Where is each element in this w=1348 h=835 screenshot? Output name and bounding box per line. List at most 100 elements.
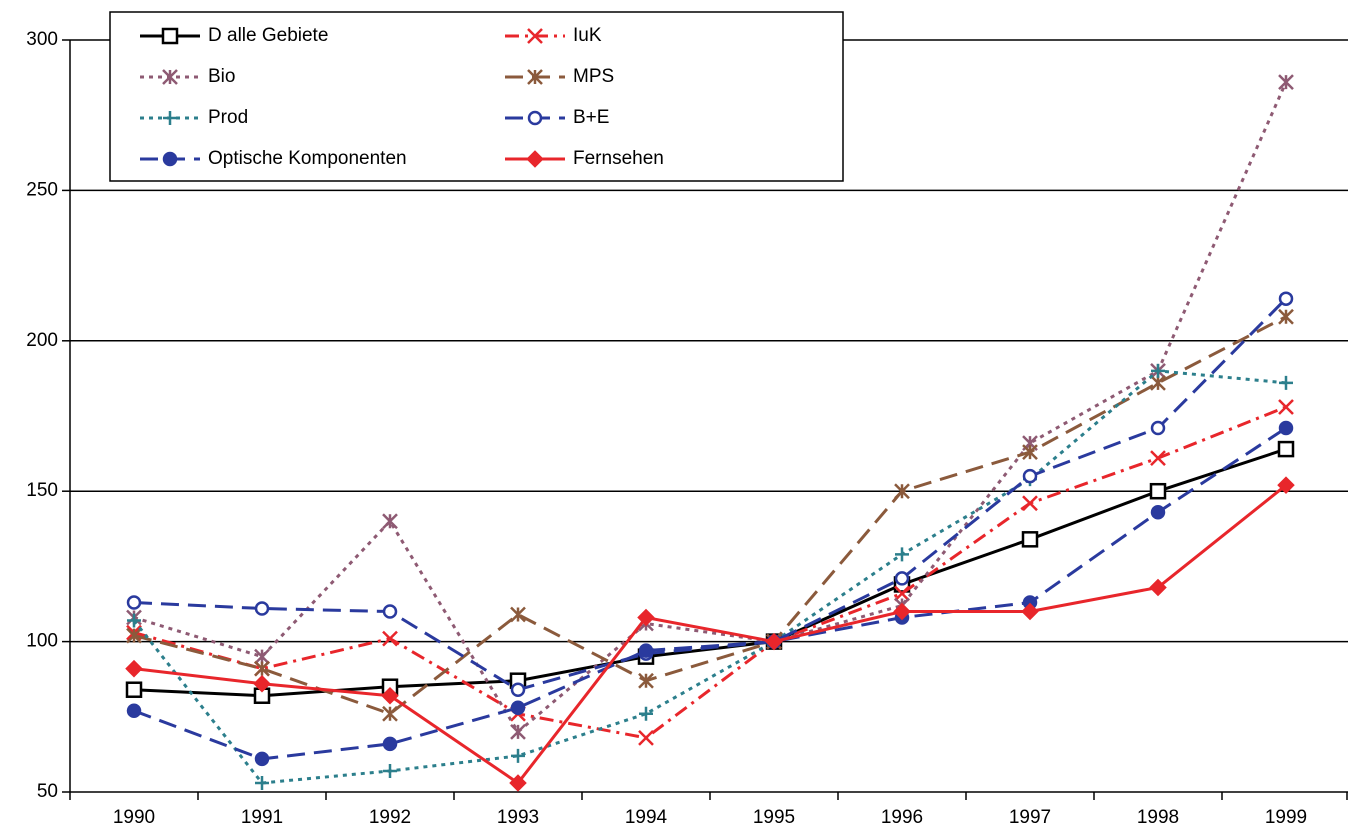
- series: [125, 476, 1295, 792]
- series: [126, 420, 1294, 767]
- x-tick-label: 1993: [497, 807, 539, 828]
- legend-label: MPS: [573, 66, 614, 87]
- marker: [526, 150, 544, 168]
- legend-label: Optische Komponenten: [208, 148, 407, 169]
- marker: [509, 774, 527, 792]
- x-tick-label: 1994: [625, 807, 668, 828]
- marker: [1279, 375, 1293, 390]
- marker: [1150, 375, 1166, 391]
- marker: [125, 681, 143, 698]
- x-tick-label: 1991: [241, 807, 283, 828]
- x-tick-label: 1995: [753, 807, 795, 828]
- marker: [161, 27, 179, 45]
- marker: [1151, 363, 1165, 378]
- marker: [895, 547, 909, 562]
- marker: [638, 672, 654, 689]
- marker: [527, 69, 543, 85]
- y-tick-label: 100: [26, 631, 58, 652]
- legend-label: Bio: [208, 66, 235, 87]
- legend-label: Fernsehen: [573, 148, 664, 169]
- marker: [1149, 578, 1167, 597]
- marker: [1278, 308, 1294, 325]
- legend-label: IuK: [573, 25, 602, 46]
- marker: [510, 723, 526, 740]
- x-tick-label: 1992: [369, 807, 411, 828]
- marker: [126, 595, 142, 610]
- series-line: [133, 405, 1287, 740]
- x-tick-label: 1998: [1137, 807, 1179, 828]
- marker: [382, 513, 398, 530]
- series-line: [133, 81, 1288, 735]
- marker: [1278, 74, 1294, 90]
- series-line: [132, 369, 1287, 785]
- marker: [1278, 399, 1294, 415]
- marker: [527, 28, 543, 44]
- marker: [1149, 482, 1167, 500]
- marker: [254, 601, 270, 616]
- series-line: [133, 426, 1287, 761]
- marker: [1278, 420, 1294, 436]
- y-tick-label: 250: [26, 179, 58, 200]
- marker: [382, 630, 398, 647]
- marker: [510, 606, 526, 623]
- marker: [254, 660, 270, 677]
- marker: [1022, 444, 1038, 460]
- marker: [1277, 476, 1295, 494]
- legend-label: Prod: [208, 107, 248, 128]
- x-tick-label: 1996: [881, 807, 923, 828]
- y-tick-label: 300: [26, 29, 58, 50]
- marker: [253, 674, 271, 693]
- series: [126, 291, 1294, 697]
- marker: [381, 686, 399, 705]
- marker: [254, 751, 270, 767]
- marker: [894, 571, 910, 586]
- y-tick-label: 200: [26, 330, 58, 351]
- x-tick-label: 1997: [1009, 807, 1051, 828]
- marker: [894, 483, 910, 500]
- marker: [125, 659, 143, 678]
- x-tick-label: 1990: [113, 807, 155, 828]
- legend: D alle Gebiete IuK Bio MPS Prod B+E Optische K…: [109, 11, 844, 182]
- legend-box: [109, 11, 844, 182]
- marker: [527, 110, 543, 126]
- marker: [126, 627, 142, 644]
- marker: [383, 763, 397, 778]
- marker: [162, 69, 178, 85]
- marker: [162, 151, 178, 167]
- marker: [163, 111, 177, 125]
- marker: [510, 682, 526, 697]
- marker: [637, 608, 655, 627]
- marker: [893, 602, 911, 621]
- marker: [126, 703, 142, 719]
- marker: [510, 700, 526, 716]
- marker: [639, 706, 653, 721]
- y-tick-label: 150: [26, 480, 58, 501]
- series-line: [133, 484, 1287, 786]
- marker: [382, 604, 398, 619]
- marker: [511, 748, 525, 763]
- x-tick-label: 1999: [1265, 807, 1307, 828]
- y-tick-label: 50: [37, 781, 58, 802]
- marker: [638, 729, 654, 746]
- marker: [1150, 505, 1166, 520]
- marker: [894, 585, 910, 602]
- marker: [254, 648, 270, 665]
- marker: [1277, 440, 1295, 458]
- marker: [1021, 531, 1039, 548]
- legend-label: B+E: [573, 107, 609, 128]
- series: [125, 440, 1295, 704]
- marker: [1150, 420, 1166, 436]
- series-line: [133, 297, 1288, 692]
- marker: [638, 643, 654, 658]
- marker: [1022, 468, 1038, 484]
- legend-label: D alle Gebiete: [208, 25, 328, 46]
- marker: [127, 613, 141, 628]
- marker: [255, 775, 269, 790]
- marker: [765, 632, 783, 651]
- marker: [1150, 450, 1166, 466]
- marker: [382, 736, 398, 752]
- series-line: [133, 315, 1287, 716]
- marker: [1021, 602, 1039, 621]
- marker: [382, 705, 398, 722]
